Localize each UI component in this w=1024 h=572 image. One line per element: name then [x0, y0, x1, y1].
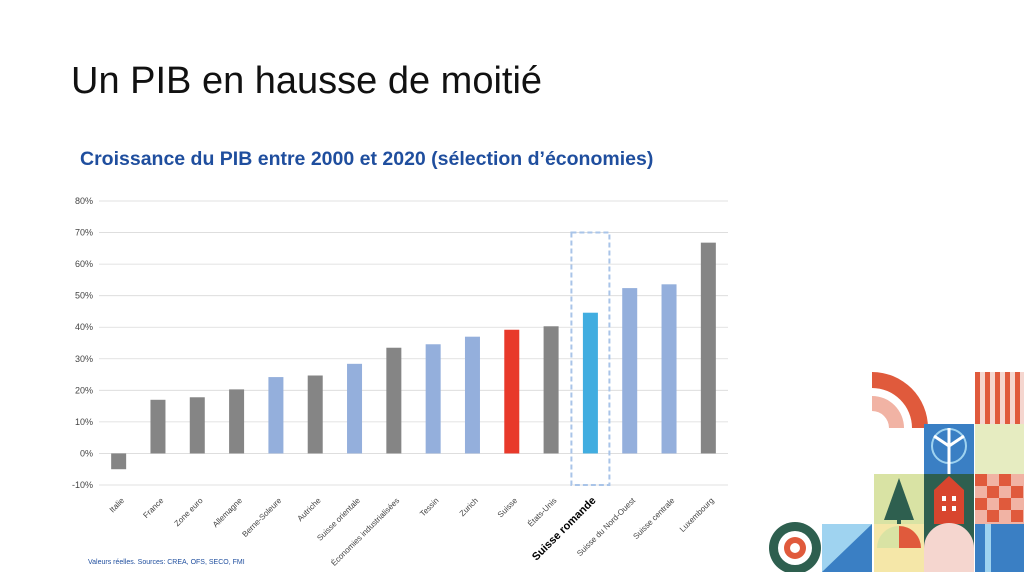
y-tick-label: 20%	[75, 385, 93, 395]
chart-title: Croissance du PIB entre 2000 et 2020 (sé…	[80, 148, 654, 170]
bar	[111, 453, 127, 470]
bar	[189, 397, 205, 454]
checker-block-icon	[975, 474, 1024, 524]
y-tick-label: 70%	[75, 228, 93, 238]
pie-shape-icon	[874, 524, 924, 572]
bar	[268, 377, 284, 454]
bar	[386, 347, 402, 454]
y-tick-label: 40%	[75, 322, 93, 332]
chart-footnote: Valeurs réelles. Sources: CREA, OFS, SEC…	[88, 559, 245, 566]
bar	[307, 375, 323, 454]
y-tick-label: 60%	[75, 259, 93, 269]
bar	[622, 288, 638, 454]
house-icon	[924, 474, 974, 524]
red-arc-icon	[872, 372, 928, 428]
bar	[229, 389, 245, 454]
bar	[464, 336, 480, 454]
bar	[150, 399, 166, 454]
slide-title: Un PIB en hausse de moitié	[71, 60, 543, 102]
bar	[700, 242, 716, 454]
striped-block-icon	[975, 372, 1024, 424]
bar	[661, 284, 677, 454]
y-tick-label: 50%	[75, 291, 93, 301]
bar	[425, 344, 441, 454]
tree-icon	[874, 474, 924, 524]
wind-turbine-icon	[924, 424, 974, 474]
target-icon	[769, 522, 821, 572]
highlight-box	[570, 231, 611, 486]
bar	[504, 329, 520, 454]
y-tick-label: 80%	[75, 196, 93, 206]
y-tick-label: 0%	[80, 448, 93, 458]
y-tick-label: -10%	[72, 480, 93, 490]
y-tick-label: 30%	[75, 354, 93, 364]
bar	[582, 312, 598, 454]
bar	[543, 326, 559, 454]
y-tick-label: 10%	[75, 417, 93, 427]
bar	[347, 363, 363, 454]
